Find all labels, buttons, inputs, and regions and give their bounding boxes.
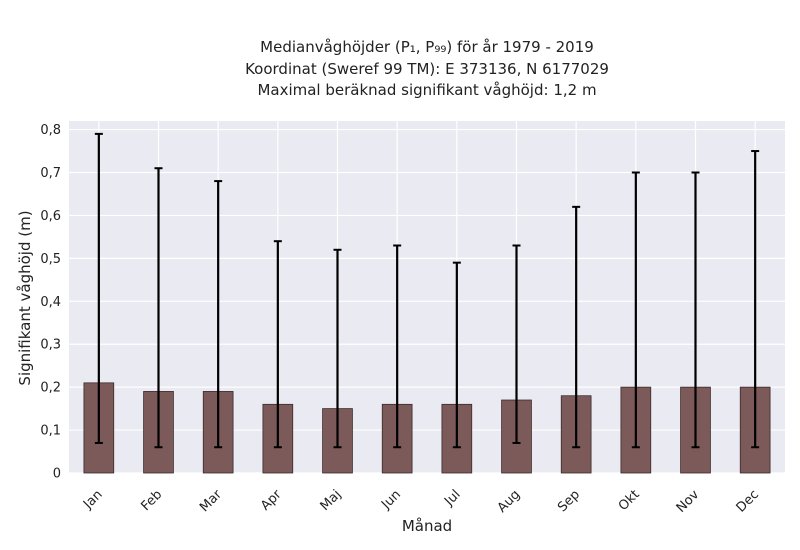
x-tick-label: Feb xyxy=(138,487,165,514)
plot-area xyxy=(69,121,785,473)
y-tick-label: 0,6 xyxy=(40,209,61,224)
y-tick-label: 0,2 xyxy=(40,381,61,396)
y-tick-label: 0 xyxy=(53,467,61,482)
chart-title-line-2: Koordinat (Sweref 99 TM): E 373136, N 61… xyxy=(245,60,609,78)
x-tick-label: Jul xyxy=(441,487,463,509)
x-tick-label: Nov xyxy=(674,487,703,516)
y-tick-label: 0,1 xyxy=(40,424,61,439)
x-tick-label: Aug xyxy=(495,487,524,516)
x-tick-label: Maj xyxy=(318,487,345,514)
errorbar-layer xyxy=(94,132,760,449)
x-tick-labels: Jan Feb Mar Apr Maj Jun Jul Aug Sep Okt Nov Dec xyxy=(80,487,762,516)
x-tick-label: Jan xyxy=(80,487,105,512)
y-tick-label: 0,8 xyxy=(40,123,61,138)
chart-title-line-1: Medianvåghöjder (P₁, P₉₉) för år 1979 - … xyxy=(260,38,594,56)
x-tick-label: Okt xyxy=(616,487,643,514)
chart-title-line-3: Maximal beräknad signifikant våghöjd: 1,… xyxy=(257,81,596,99)
x-tick-label: Dec xyxy=(734,487,762,515)
y-tick-label: 0,7 xyxy=(40,166,61,181)
x-tick-label: Apr xyxy=(258,487,285,514)
y-tick-labels: 0 0,1 0,2 0,3 0,4 0,5 0,6 0,7 0,8 xyxy=(40,123,61,481)
x-tick-label: Sep xyxy=(555,487,583,515)
x-axis-label: Månad xyxy=(402,517,452,535)
x-tick-label: Jun xyxy=(378,487,404,513)
y-tick-label: 0,5 xyxy=(40,252,61,267)
y-tick-label: 0,4 xyxy=(40,295,61,310)
x-tick-label: Mar xyxy=(197,487,225,515)
y-axis-label: Signifikant våghöjd (m) xyxy=(16,210,34,385)
y-tick-label: 0,3 xyxy=(40,338,61,353)
